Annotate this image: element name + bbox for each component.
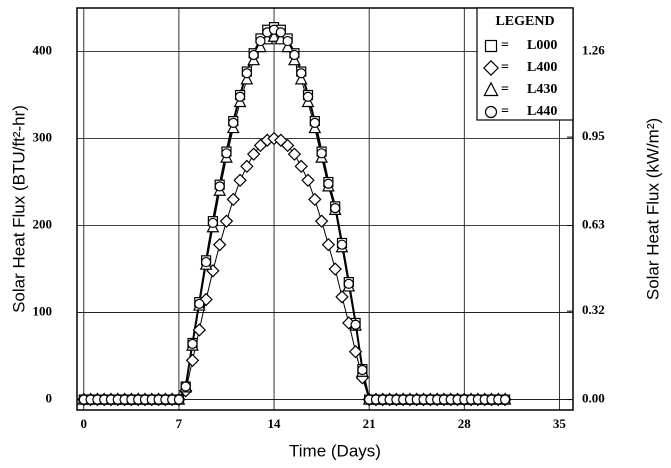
marker [275, 27, 286, 38]
marker [287, 147, 302, 161]
marker [314, 214, 329, 228]
plot-frame [76, 7, 574, 411]
marker [255, 35, 266, 47]
x-tick-label: 14 [268, 416, 282, 431]
marker [207, 217, 218, 229]
marker [281, 40, 295, 53]
marker [348, 345, 363, 359]
marker [226, 192, 240, 207]
marker [343, 278, 354, 289]
marker [234, 91, 246, 102]
x-tick-label: 35 [553, 416, 567, 431]
marker [187, 338, 198, 349]
marker [330, 203, 341, 214]
marker [323, 178, 334, 189]
marker [246, 147, 261, 161]
marker [200, 256, 212, 268]
marker [248, 49, 259, 61]
legend-separator: = [501, 104, 509, 119]
marker [173, 394, 185, 405]
y2-tick-label: 1.26 [582, 42, 605, 57]
x-tick-label: 21 [363, 416, 376, 431]
marker [180, 381, 191, 392]
marker [240, 72, 254, 85]
legend-label: L430 [527, 82, 557, 97]
x-tick-label: 28 [458, 416, 472, 431]
marker [199, 292, 213, 307]
y-axis-label: Solar Heat Flux (BTU/ft²-hr) [9, 105, 28, 313]
y-tick-label: 0 [46, 391, 53, 406]
marker [308, 192, 322, 207]
x-tick-label: 0 [81, 416, 88, 431]
y2-tick-label: 0.32 [582, 302, 605, 317]
legend-label: L000 [527, 38, 557, 53]
marker [240, 159, 254, 174]
legend: LEGEND = L000 = L400 = L430 = L440 [476, 7, 574, 121]
marker [335, 290, 349, 304]
marker [214, 181, 225, 192]
marker [357, 364, 368, 376]
marker [241, 68, 252, 79]
marker [296, 68, 307, 79]
marker [483, 60, 499, 76]
legend-label: L400 [527, 60, 557, 75]
marker [350, 319, 361, 330]
x-axis-label: Time (Days) [289, 441, 381, 460]
marker [316, 148, 327, 159]
y-tick-label: 200 [33, 217, 53, 232]
marker [267, 29, 281, 42]
marker [228, 117, 239, 128]
marker [294, 72, 308, 85]
marker [274, 133, 288, 147]
marker [219, 214, 234, 228]
series-line [83, 29, 506, 401]
legend-separator: = [501, 82, 509, 97]
marker [499, 394, 511, 405]
marker [484, 39, 498, 53]
marker [483, 81, 499, 97]
y2-tick-label: 0.63 [582, 217, 605, 232]
marker [221, 148, 232, 159]
legend-separator: = [501, 60, 509, 75]
y-tick-label: 300 [33, 130, 53, 145]
y2-tick-label: 0.95 [582, 128, 605, 143]
series-line [83, 137, 506, 401]
y2-tick-label: 0.00 [582, 391, 605, 406]
marker [233, 173, 247, 187]
marker [194, 298, 205, 309]
marker [336, 239, 348, 250]
legend-label: L440 [527, 104, 557, 119]
marker [294, 159, 308, 174]
marker [321, 237, 336, 252]
legend-separator: = [501, 38, 509, 53]
y2-axis-label: Solar Heat Flux (kW/m²) [643, 118, 662, 300]
marker [484, 105, 498, 119]
y-tick-label: 400 [33, 42, 53, 57]
marker [289, 49, 300, 61]
marker [192, 323, 206, 337]
series-line [83, 26, 506, 401]
marker [280, 138, 295, 153]
y-tick-label: 100 [33, 304, 53, 319]
marker [309, 117, 320, 128]
marker [328, 262, 342, 276]
marker [301, 173, 315, 187]
marker [302, 91, 314, 102]
legend-title: LEGEND [495, 14, 554, 29]
series-line [83, 36, 506, 401]
marker [212, 237, 227, 252]
x-tick-label: 7 [176, 416, 183, 431]
marker [254, 40, 267, 53]
marker [282, 35, 293, 47]
marker [185, 353, 200, 368]
